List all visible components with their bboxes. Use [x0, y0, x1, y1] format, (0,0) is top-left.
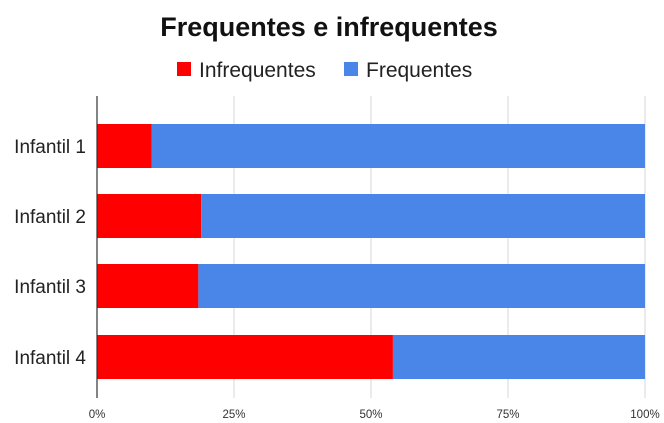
bar-segment-frequentes — [392, 335, 645, 379]
chart-title: Frequentes e infrequentes — [160, 12, 498, 42]
x-tick-label: 75% — [496, 409, 519, 421]
bar-segment-infrequentes — [97, 335, 393, 379]
x-tick-labels: 0% 25% 50% 75% 100% — [89, 409, 660, 421]
legend-swatch-infrequentes — [177, 62, 191, 76]
category-label: Infantil 4 — [14, 348, 86, 369]
category-label: Infantil 2 — [14, 207, 86, 228]
x-tick-label: 50% — [359, 409, 382, 421]
bar-segment-infrequentes — [97, 194, 202, 238]
legend-label-infrequentes: Infrequentes — [199, 59, 316, 82]
bar-segment-infrequentes — [97, 264, 199, 308]
bar-segment-infrequentes — [97, 124, 152, 168]
x-tick-label: 100% — [630, 409, 659, 421]
x-tick-label: 25% — [222, 409, 245, 421]
bars — [97, 124, 646, 379]
category-label: Infantil 1 — [14, 137, 86, 158]
legend: Infrequentes Frequentes — [177, 59, 472, 82]
bar-segment-frequentes — [201, 194, 645, 238]
bar-segment-frequentes — [151, 124, 646, 168]
legend-label-frequentes: Frequentes — [366, 59, 472, 82]
legend-swatch-frequentes — [344, 62, 358, 76]
bar-segment-frequentes — [198, 264, 645, 308]
x-tick-label: 0% — [89, 409, 106, 421]
category-labels: Infantil 1 Infantil 2 Infantil 3 Infantil 4 — [14, 137, 86, 369]
category-label: Infantil 3 — [14, 277, 86, 298]
